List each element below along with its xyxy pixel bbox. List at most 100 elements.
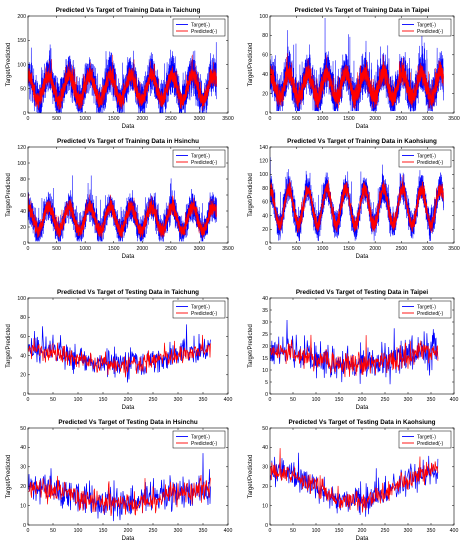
legend: Target(-)Predicted(-) <box>172 300 226 319</box>
target-series-line <box>28 453 211 522</box>
y-tick-label: 10 <box>262 368 268 374</box>
x-tick-label: 150 <box>99 528 108 534</box>
y-axis-label: Target/Predicted <box>248 324 254 368</box>
y-tick-label: 200 <box>17 14 26 20</box>
y-tick-label: 30 <box>262 465 268 471</box>
x-tick-label: 3000 <box>422 246 434 252</box>
legend-box <box>172 300 226 319</box>
y-tick-label: 20 <box>20 225 26 231</box>
legend: Target(-)Predicted(-) <box>398 18 452 37</box>
x-tick-label: 200 <box>124 397 133 403</box>
predicted-series-line <box>28 334 211 378</box>
x-tick-label: 1500 <box>343 246 355 252</box>
x-tick-label: 300 <box>174 528 183 534</box>
y-tick-label: 0 <box>265 392 268 398</box>
legend-box <box>398 430 452 449</box>
y-tick-label: 80 <box>262 186 268 192</box>
chart-panel-8: 0 50 100 150 200 250 300 350 400 0 10 20 30 40 50 Predi… <box>248 419 459 542</box>
y-axis-label: Target/Predicted <box>248 455 254 499</box>
legend-entry: Predicted(-) <box>191 160 217 166</box>
chart-title: Predicted Vs Target of Testing Data in T… <box>296 289 429 296</box>
x-axis-label: Data <box>122 254 135 260</box>
legend-entry: Predicted(-) <box>191 311 217 317</box>
legend-entry: Target(-) <box>191 153 210 159</box>
x-tick-label: 0 <box>27 246 30 252</box>
y-tick-label: 30 <box>20 465 26 471</box>
x-axis-label: Data <box>122 405 135 411</box>
x-tick-label: 2500 <box>165 116 177 122</box>
x-tick-label: 1500 <box>343 116 355 122</box>
y-tick-label: 40 <box>20 209 26 215</box>
legend-box <box>398 149 452 168</box>
chart-title: Predicted Vs Target of Testing Data in T… <box>57 289 199 296</box>
x-axis-label: Data <box>122 536 135 540</box>
x-tick-label: 0 <box>269 116 272 122</box>
y-tick-label: 40 <box>262 296 268 302</box>
x-tick-label: 350 <box>427 528 436 534</box>
x-tick-label: 350 <box>427 397 436 403</box>
x-tick-label: 3500 <box>222 116 234 122</box>
x-tick-label: 300 <box>404 397 413 403</box>
y-tick-label: 100 <box>17 296 26 302</box>
y-tick-label: 80 <box>20 315 26 321</box>
x-tick-label: 0 <box>27 397 30 403</box>
x-tick-label: 0 <box>27 528 30 534</box>
y-tick-label: 20 <box>262 91 268 97</box>
y-tick-label: 120 <box>17 145 26 151</box>
x-tick-label: 0 <box>269 528 272 534</box>
predicted-series-line <box>270 334 439 378</box>
x-tick-label: 400 <box>450 528 459 534</box>
x-tick-label: 2000 <box>369 246 381 252</box>
y-tick-label: 40 <box>262 213 268 219</box>
y-tick-label: 100 <box>259 172 268 178</box>
legend-entry: Predicted(-) <box>417 160 443 166</box>
x-tick-label: 1000 <box>79 116 91 122</box>
x-tick-label: 200 <box>124 528 133 534</box>
legend-entry: Target(-) <box>417 304 436 310</box>
legend: Target(-)Predicted(-) <box>172 18 226 37</box>
predicted-series-line <box>28 474 211 517</box>
legend: Target(-)Predicted(-) <box>172 149 226 168</box>
x-tick-label: 1000 <box>79 246 91 252</box>
legend: Target(-)Predicted(-) <box>172 430 226 449</box>
x-tick-label: 350 <box>199 528 208 534</box>
chart-panel-5: 0 50 100 150 200 250 300 350 400 0 20 40 60 80 100 Pred… <box>6 289 232 411</box>
x-tick-label: 1500 <box>108 116 120 122</box>
y-tick-label: 20 <box>262 484 268 490</box>
chart-panel-2: 0 500 1000 1500 2000 2500 3000 3500 0 20 40 60 80 100… <box>248 7 460 130</box>
x-tick-label: 200 <box>358 528 367 534</box>
y-tick-label: 140 <box>259 145 268 151</box>
y-tick-label: 20 <box>262 227 268 233</box>
y-tick-label: 40 <box>20 353 26 359</box>
x-tick-label: 3000 <box>422 116 434 122</box>
legend-box <box>172 430 226 449</box>
x-tick-label: 0 <box>269 397 272 403</box>
y-tick-label: 25 <box>262 332 268 338</box>
x-tick-label: 3500 <box>448 116 460 122</box>
x-tick-label: 500 <box>52 246 61 252</box>
y-axis-label: Target/Predicted <box>248 43 254 87</box>
x-tick-label: 2500 <box>396 116 408 122</box>
y-tick-label: 60 <box>20 334 26 340</box>
y-tick-label: 120 <box>259 159 268 165</box>
x-tick-label: 100 <box>74 528 83 534</box>
x-tick-label: 2500 <box>396 246 408 252</box>
x-tick-label: 150 <box>335 528 344 534</box>
y-tick-label: 40 <box>20 445 26 451</box>
legend-entry: Predicted(-) <box>417 441 443 447</box>
x-tick-label: 2500 <box>165 246 177 252</box>
x-tick-label: 3500 <box>448 246 460 252</box>
predicted-series-line <box>28 54 217 111</box>
y-tick-label: 60 <box>262 53 268 59</box>
chart-panel-4: 0 500 1000 1500 2000 2500 3000 3500 0 20 40 60 80 100… <box>248 138 460 260</box>
y-tick-label: 20 <box>262 344 268 350</box>
chart-panel-1: 0 500 1000 1500 2000 2500 3000 3500 0 50 100 150 200… <box>6 7 234 130</box>
x-tick-label: 500 <box>292 246 301 252</box>
x-axis-label: Data <box>356 536 369 540</box>
x-tick-label: 0 <box>27 116 30 122</box>
x-tick-label: 400 <box>224 397 233 403</box>
chart-panel-7: 0 50 100 150 200 250 300 350 400 0 10 20 30 40 50 Predi… <box>6 419 232 542</box>
x-tick-label: 150 <box>99 397 108 403</box>
legend-entry: Predicted(-) <box>417 29 443 35</box>
